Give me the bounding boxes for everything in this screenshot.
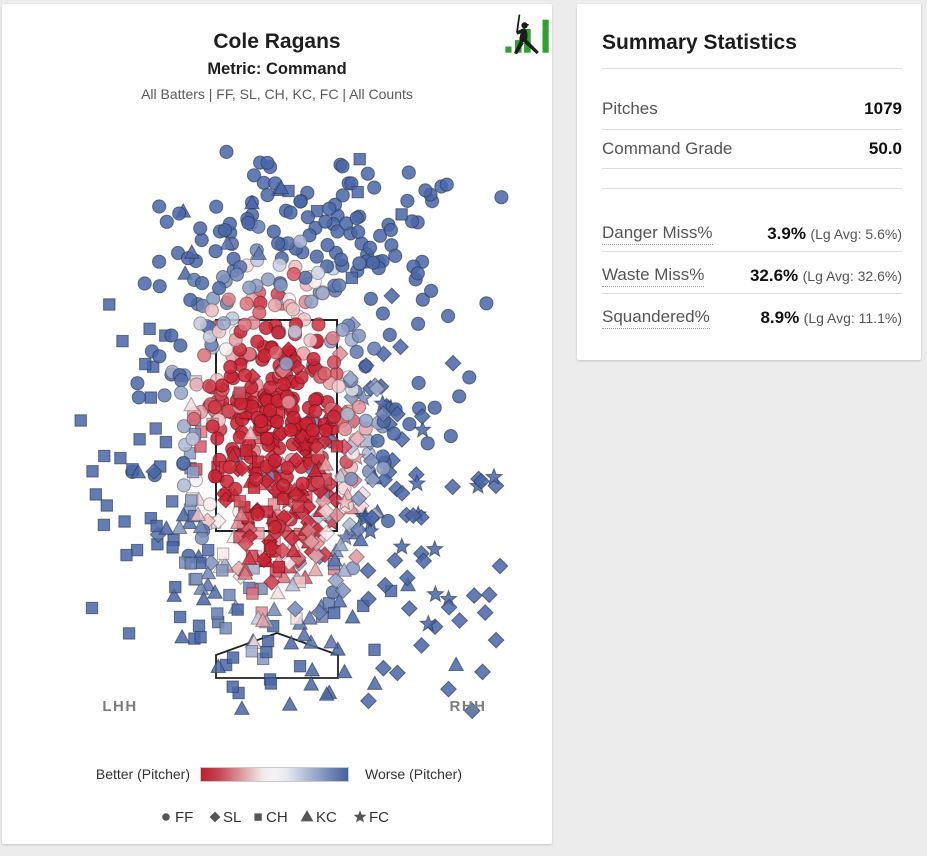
svg-text:FC: FC	[369, 809, 389, 826]
svg-text:Worse (Pitcher): Worse (Pitcher)	[365, 766, 462, 782]
svg-text:FF: FF	[175, 809, 193, 826]
svg-text:LHH: LHH	[102, 698, 137, 715]
svg-text:Better (Pitcher): Better (Pitcher)	[96, 766, 190, 782]
svg-text:KC: KC	[316, 809, 337, 826]
svg-text:SL: SL	[223, 809, 241, 826]
svg-text:RHH: RHH	[450, 698, 487, 715]
svg-text:CH: CH	[266, 809, 288, 826]
